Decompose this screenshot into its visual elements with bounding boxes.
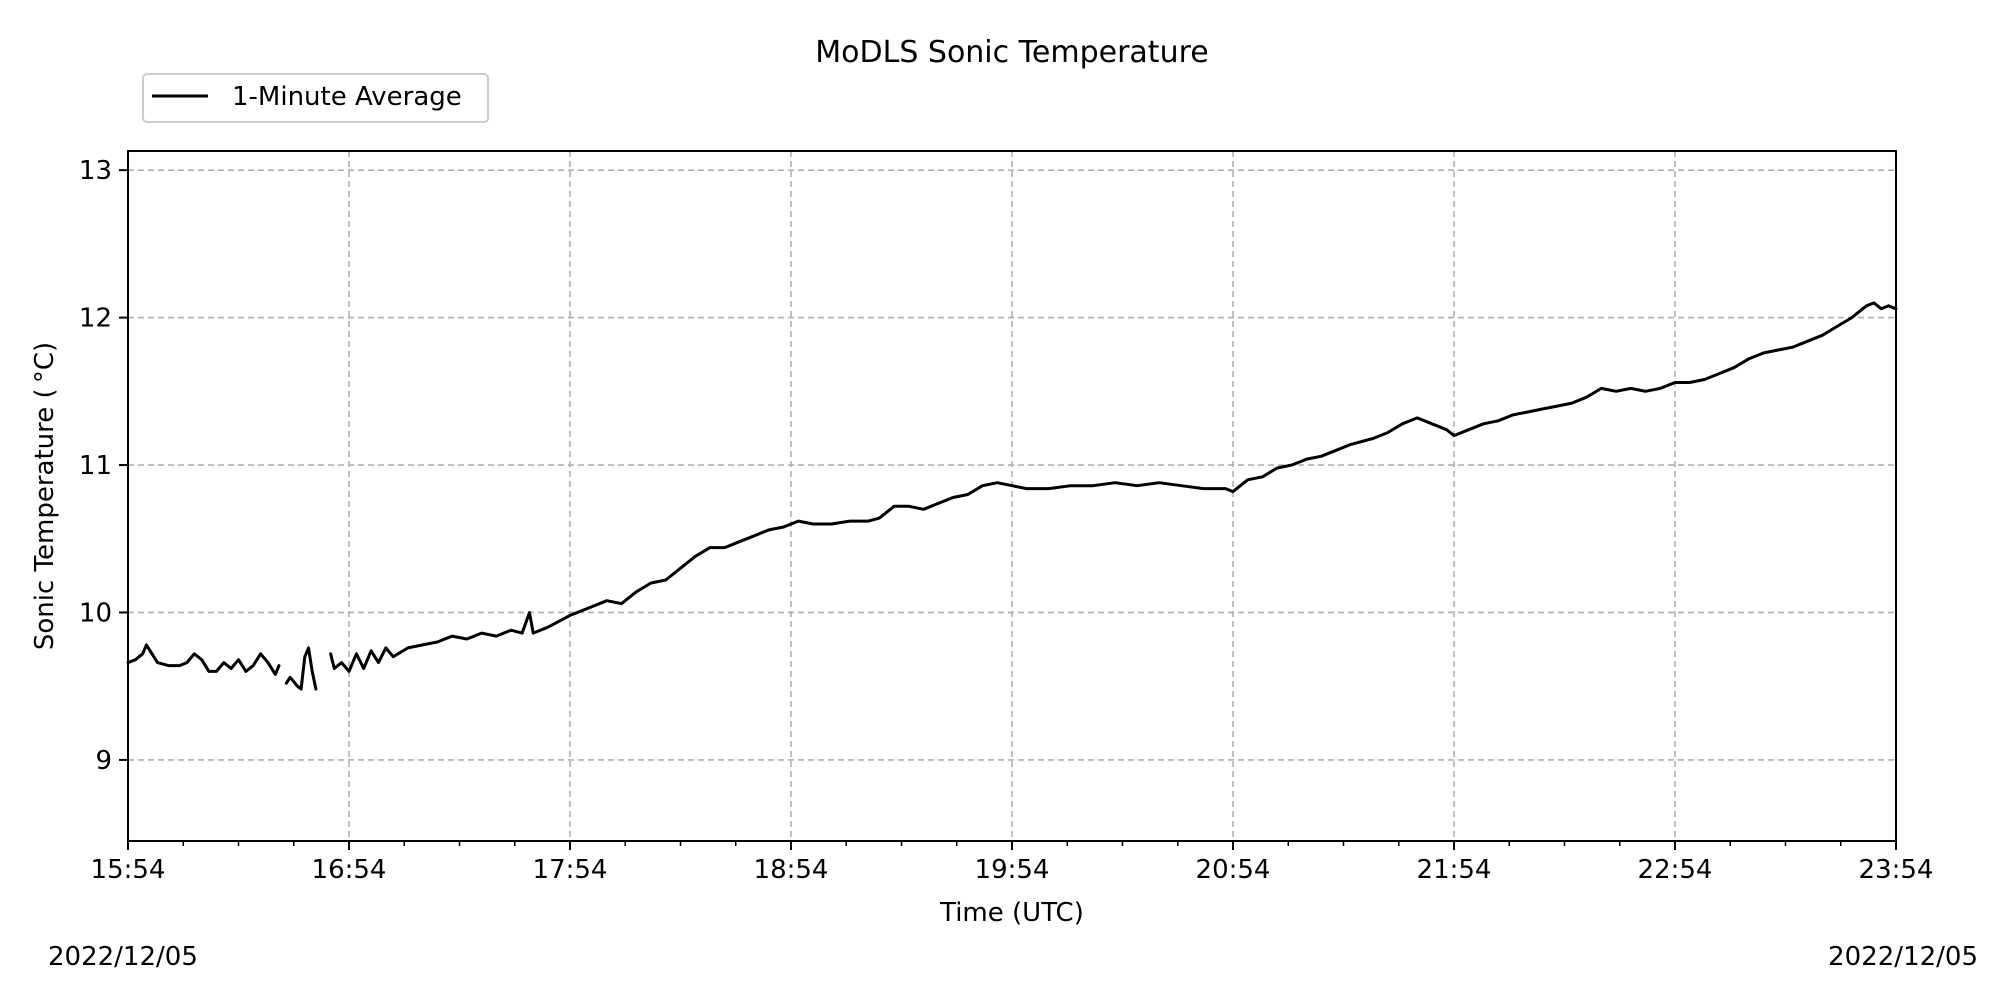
x-tick-label: 17:54	[533, 855, 608, 885]
x-tick-label: 19:54	[975, 855, 1050, 885]
start-date-label: 2022/12/05	[48, 942, 198, 972]
y-tick-label: 12	[79, 304, 112, 334]
legend-label: 1-Minute Average	[232, 82, 462, 112]
x-axis: 15:54 16:54 17:54 18:54 19:54 20:54 21:54 22:54…	[91, 841, 1934, 885]
y-tick-label: 10	[79, 598, 112, 628]
y-axis: 9 10 11 12 13	[79, 156, 128, 776]
series-line-segment	[329, 301, 1898, 673]
y-tick-label: 13	[79, 156, 112, 186]
series-line-segment	[126, 643, 281, 676]
y-tick-label: 9	[95, 746, 112, 776]
legend-box	[142, 73, 489, 123]
series-layer	[126, 301, 1898, 691]
end-date-label: 2022/12/05	[1828, 942, 1978, 972]
chart-title: MoDLS Sonic Temperature	[815, 35, 1208, 70]
x-tick-label: 16:54	[312, 855, 387, 885]
grid-lines	[127, 151, 1897, 841]
y-axis-label: Sonic Temperature ( °C)	[30, 342, 60, 650]
x-tick-label: 21:54	[1417, 855, 1492, 885]
x-tick-label: 15:54	[91, 855, 166, 885]
series-line-segment	[284, 646, 318, 691]
legend: 1-Minute Average	[142, 73, 489, 123]
x-tick-label: 22:54	[1638, 855, 1713, 885]
x-tick-label: 18:54	[754, 855, 829, 885]
x-tick-label: 20:54	[1196, 855, 1271, 885]
x-axis-label: Time (UTC)	[939, 898, 1084, 928]
x-tick-label: 23:54	[1859, 855, 1934, 885]
y-tick-label: 11	[79, 451, 112, 481]
